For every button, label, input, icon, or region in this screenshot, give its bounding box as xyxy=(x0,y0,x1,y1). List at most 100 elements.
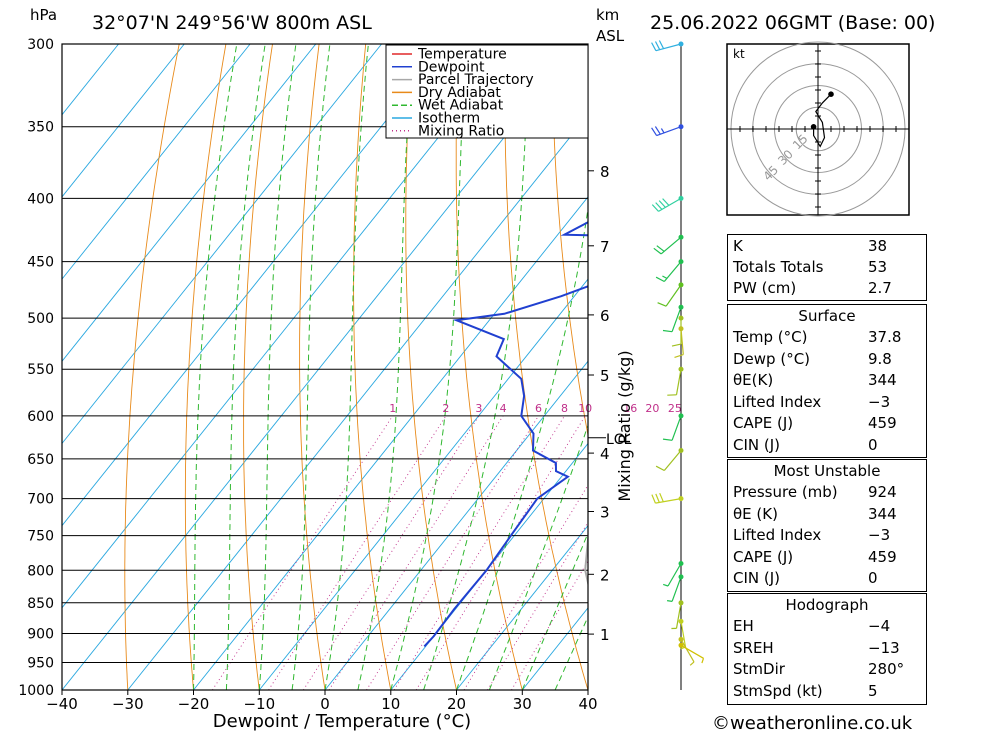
hodograph-table: Hodograph EH −4 SREH −13 StmDir 280° StmSpd (k… xyxy=(727,593,927,705)
barb-flag xyxy=(658,200,666,208)
km-tick-label: 2 xyxy=(600,566,610,584)
barb-flag xyxy=(662,198,670,206)
wind-barb xyxy=(651,40,684,52)
pressure-tick-label: 500 xyxy=(27,311,54,327)
isotherm xyxy=(456,524,588,690)
x-tick-label: −30 xyxy=(112,695,144,713)
barb-flag xyxy=(662,438,673,441)
barb-dot xyxy=(678,413,684,419)
dry-adiabat xyxy=(925,44,1000,690)
surface-label: CAPE (J) xyxy=(733,414,794,432)
most-unstable-label: CIN (J) xyxy=(733,569,781,587)
mixing-ratio-axis-title: Mixing Ratio (g/kg) xyxy=(615,350,634,501)
x-tick-label: 40 xyxy=(578,695,597,713)
barb-shaft xyxy=(658,197,682,212)
surface-value: −3 xyxy=(868,392,891,411)
most-unstable-label: Lifted Index xyxy=(733,526,822,544)
asl-label: ASL xyxy=(596,27,625,45)
surface-label: Temp (°C) xyxy=(733,328,808,346)
most-unstable-value: 344 xyxy=(868,504,897,523)
hodograph-row: StmSpd (kt) 5 xyxy=(728,681,926,703)
barb-flag xyxy=(674,354,684,358)
hodograph-value: −4 xyxy=(868,617,891,635)
x-tick-label: −40 xyxy=(46,695,78,713)
pressure-tick-label: 750 xyxy=(27,529,54,545)
km-tick-label: 4 xyxy=(600,445,610,463)
mixing-ratio-line xyxy=(212,415,394,690)
barb-flag xyxy=(657,302,667,307)
isotherm xyxy=(324,360,588,690)
barb-flag xyxy=(659,492,664,502)
pressure-tick-label: 400 xyxy=(27,191,54,207)
x-tick-label: 30 xyxy=(513,695,532,713)
wet-adiabat xyxy=(554,615,588,690)
surface-label: CIN (J) xyxy=(733,435,781,454)
isobars: 300 350 400 450 500 550 600 650 700 750 800 850 900 9… xyxy=(18,37,588,699)
most-unstable-value: 459 xyxy=(868,547,897,566)
barb-half-flag xyxy=(667,600,673,602)
pressure-tick-label: 900 xyxy=(27,627,54,643)
barb-shaft xyxy=(680,644,704,659)
wind-barb xyxy=(678,642,705,664)
wind-barbs xyxy=(651,40,705,666)
x-tick-label: −10 xyxy=(243,695,275,713)
hodograph-row: StmDir 280° xyxy=(728,659,926,681)
mixing-ratio-label: 16 xyxy=(623,402,637,415)
mixing-ratio-label: 1 xyxy=(389,402,396,415)
pressure-tick-label: 850 xyxy=(27,596,54,612)
legend-entry: Isotherm xyxy=(418,111,480,127)
most-unstable-title: Most Unstable xyxy=(773,462,881,480)
km-tick-label: 7 xyxy=(600,238,610,256)
wind-barb xyxy=(651,195,684,212)
isotherm xyxy=(62,44,251,280)
legend-entry: Temperature xyxy=(417,47,507,63)
wet-adiabat xyxy=(225,44,266,690)
hodograph-value: 280° xyxy=(868,660,905,678)
barb-shaft xyxy=(655,498,682,504)
barb-dot xyxy=(678,600,684,606)
isotherm xyxy=(62,44,580,690)
barb-flag xyxy=(653,247,662,255)
wind-barb xyxy=(663,561,684,587)
mixing-ratio-label: 25 xyxy=(668,402,682,415)
wet-adiabat xyxy=(258,44,297,690)
dry-adiabat xyxy=(455,44,523,690)
wind-barb xyxy=(662,413,684,441)
most-unstable-row: Lifted Index −3 xyxy=(728,525,926,547)
barb-flag xyxy=(654,41,661,50)
pressure-tick-label: 700 xyxy=(27,492,54,508)
barb-dot xyxy=(678,448,684,453)
barb-half-flag xyxy=(689,661,695,666)
km-tick-label: 5 xyxy=(600,367,610,385)
barb-half-flag xyxy=(663,583,669,587)
surface-row: CAPE (J) 459 xyxy=(728,413,926,435)
mixing-ratio-line xyxy=(328,415,504,690)
wind-barb xyxy=(667,366,684,396)
barb-shaft xyxy=(680,621,687,648)
mixing-ratio-label: 2 xyxy=(442,402,449,415)
barb-shaft xyxy=(671,306,682,332)
barb-shaft xyxy=(680,639,695,663)
isotherm xyxy=(127,114,588,690)
barb-dot xyxy=(678,234,684,240)
mixing-ratio-line xyxy=(303,415,480,690)
most-unstable-row: CIN (J) 0 xyxy=(728,568,926,590)
mixing-ratio-label: 8 xyxy=(561,402,568,415)
legend-entry: Mixing Ratio xyxy=(418,123,504,139)
barb-flag xyxy=(651,494,656,504)
pressure-tick-label: 800 xyxy=(27,563,54,579)
barb-shaft xyxy=(671,415,682,441)
wet-adiabat xyxy=(521,531,588,690)
pressure-tick-label: 300 xyxy=(27,37,54,53)
surface-label: Dewp (°C) xyxy=(733,349,811,368)
hpa-label: hPa xyxy=(30,6,57,24)
wet-adiabat xyxy=(390,44,467,690)
hodograph-trace xyxy=(812,93,832,148)
wet-adiabat xyxy=(291,44,331,690)
wind-barb xyxy=(678,636,695,666)
mixing-ratio-label: 20 xyxy=(645,402,659,415)
surface-value: 0 xyxy=(868,435,878,454)
barb-dot xyxy=(678,315,684,321)
